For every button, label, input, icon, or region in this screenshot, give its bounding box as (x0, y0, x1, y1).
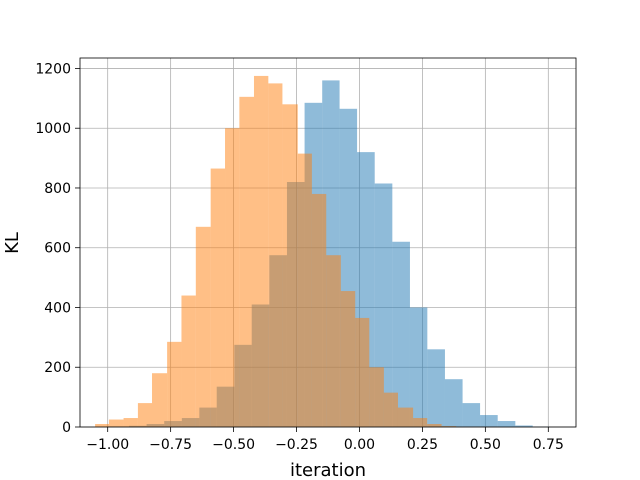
histogram-bar (239, 96, 254, 427)
y-tick-label: 400 (44, 300, 71, 316)
histogram-bar (497, 421, 516, 427)
x-tick-label: 0.50 (470, 437, 501, 453)
histogram-bar (374, 183, 393, 427)
histogram-bar (462, 403, 481, 427)
histogram-bar (311, 193, 327, 427)
histogram-bar (480, 415, 498, 427)
histogram-series-2 (95, 75, 500, 428)
y-tick-label: 1000 (35, 121, 71, 137)
histogram-bar (282, 104, 298, 427)
histogram-bar (427, 349, 445, 427)
histogram-bar (409, 307, 428, 427)
y-axis-label: KL (2, 232, 23, 254)
histogram-bar (123, 418, 138, 427)
y-tick-label: 1200 (35, 61, 71, 77)
x-tick-label: 0.25 (407, 437, 438, 453)
x-tick-label: −0.50 (212, 437, 255, 453)
x-tick-label: −0.25 (275, 437, 318, 453)
x-tick-label: −0.75 (149, 437, 192, 453)
histogram-bar (413, 418, 428, 427)
y-tick-label: 800 (44, 181, 71, 197)
histogram-bar (108, 419, 124, 427)
histogram-bar (181, 295, 196, 427)
histogram-bar (326, 255, 341, 427)
histogram-bar (441, 426, 457, 427)
histogram-bar (340, 291, 356, 427)
histogram-bar (253, 75, 269, 427)
histogram-bar (444, 379, 463, 427)
histogram-bar (297, 153, 312, 428)
histogram-bar (427, 424, 442, 427)
histogram-bar (369, 367, 384, 427)
y-tick-label: 200 (44, 360, 71, 376)
y-tick-label: 0 (62, 420, 71, 436)
histogram-bar (95, 424, 109, 427)
plot-frame (79, 57, 577, 428)
histogram-bars (95, 75, 551, 428)
y-axis-ticks: 0 200 400 600 800 1000 1200 (35, 61, 80, 436)
histogram-bar (137, 403, 153, 427)
x-tick-label: −1.00 (86, 437, 129, 453)
histogram-bar (152, 373, 168, 427)
histogram-bar (515, 425, 533, 427)
histogram-bar (397, 407, 414, 427)
histogram-bar (268, 83, 283, 427)
histogram-bar (225, 128, 240, 427)
histogram-bar (210, 168, 226, 428)
x-axis-label: iteration (290, 460, 366, 480)
histogram-bar (383, 392, 398, 427)
y-tick-label: 600 (44, 241, 71, 257)
histogram-bar (392, 241, 410, 427)
x-axis-ticks: −1.00 −0.75 −0.50 −0.25 0.00 0.25 0.50 0.75 (86, 427, 564, 453)
histogram-bar (355, 317, 370, 427)
x-tick-label: 0.75 (533, 437, 564, 453)
x-tick-label: 0.00 (344, 437, 375, 453)
histogram-bar (195, 226, 211, 427)
histogram-bar (167, 341, 182, 427)
